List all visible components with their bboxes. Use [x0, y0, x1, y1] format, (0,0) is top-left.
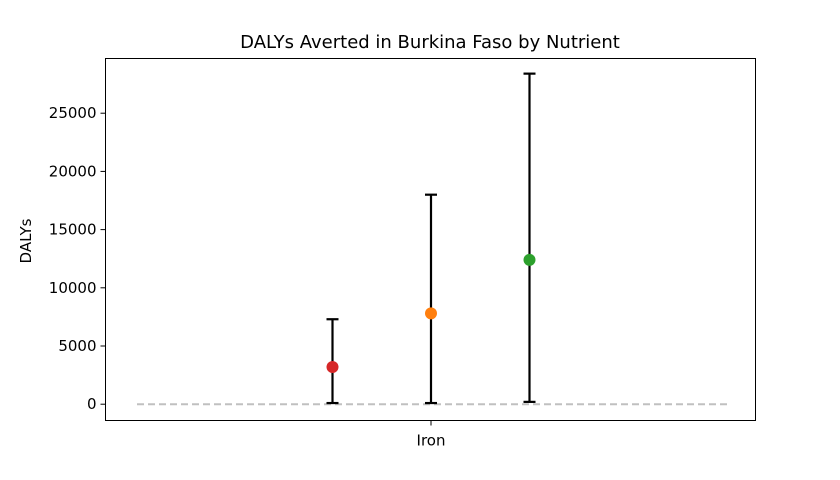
y-tick-label: 15000 [49, 221, 97, 239]
data-points [326, 253, 536, 373]
y-tick-label: 10000 [49, 279, 97, 297]
data-point [523, 253, 536, 266]
plot-frame [105, 58, 756, 421]
x-axis-ticks: Iron [417, 420, 446, 450]
y-axis-label: DALYs [17, 218, 35, 263]
y-tick-label: 5000 [58, 337, 96, 355]
y-tick-label: 25000 [49, 104, 97, 122]
error-bars [326, 72, 536, 405]
x-tick-label: Iron [417, 432, 446, 450]
y-tick-label: 0 [87, 395, 97, 413]
y-axis-ticks: 0 5000 10000 15000 20000 25000 [49, 104, 106, 413]
data-point [326, 360, 339, 373]
chart-title: DALYs Averted in Burkina Faso by Nutrien… [240, 32, 620, 53]
data-point [425, 307, 437, 320]
y-tick-label: 20000 [49, 162, 97, 180]
